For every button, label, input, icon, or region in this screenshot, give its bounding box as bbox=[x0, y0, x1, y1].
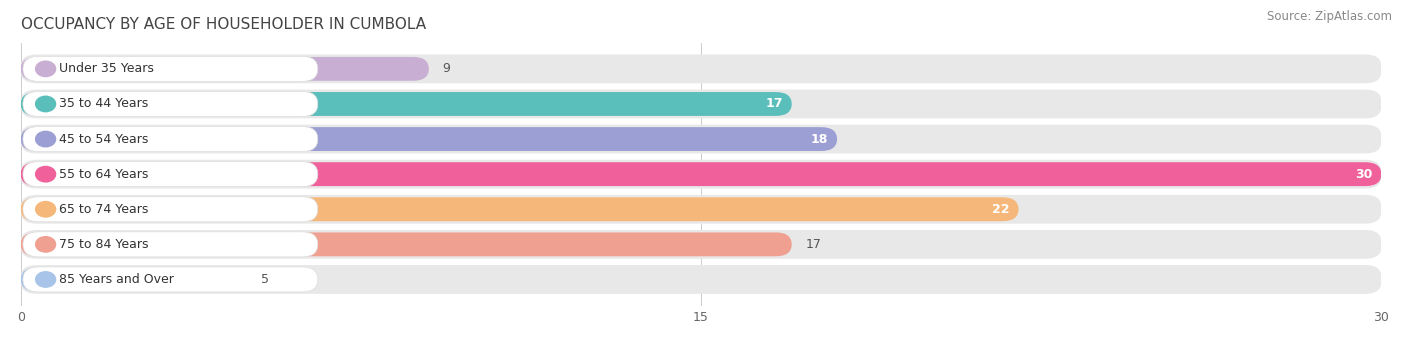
FancyBboxPatch shape bbox=[21, 90, 1382, 118]
Text: 9: 9 bbox=[443, 62, 450, 75]
FancyBboxPatch shape bbox=[21, 92, 792, 116]
Text: 5: 5 bbox=[262, 273, 269, 286]
Text: Source: ZipAtlas.com: Source: ZipAtlas.com bbox=[1267, 10, 1392, 23]
FancyBboxPatch shape bbox=[22, 91, 318, 117]
Circle shape bbox=[35, 61, 56, 77]
Text: 75 to 84 Years: 75 to 84 Years bbox=[59, 238, 149, 251]
Text: 55 to 64 Years: 55 to 64 Years bbox=[59, 168, 149, 181]
Text: 22: 22 bbox=[993, 203, 1010, 216]
Circle shape bbox=[35, 166, 56, 182]
Text: OCCUPANCY BY AGE OF HOUSEHOLDER IN CUMBOLA: OCCUPANCY BY AGE OF HOUSEHOLDER IN CUMBO… bbox=[21, 17, 426, 32]
FancyBboxPatch shape bbox=[22, 197, 318, 222]
Text: 65 to 74 Years: 65 to 74 Years bbox=[59, 203, 149, 216]
Text: 30: 30 bbox=[1355, 168, 1372, 181]
Text: Under 35 Years: Under 35 Years bbox=[59, 62, 155, 75]
FancyBboxPatch shape bbox=[21, 230, 1382, 259]
Circle shape bbox=[35, 237, 56, 252]
Circle shape bbox=[35, 202, 56, 217]
FancyBboxPatch shape bbox=[21, 160, 1382, 189]
FancyBboxPatch shape bbox=[21, 57, 429, 81]
FancyBboxPatch shape bbox=[22, 127, 318, 152]
Text: 18: 18 bbox=[811, 133, 828, 146]
FancyBboxPatch shape bbox=[21, 127, 837, 151]
Text: 45 to 54 Years: 45 to 54 Years bbox=[59, 133, 149, 146]
FancyBboxPatch shape bbox=[21, 265, 1382, 294]
Circle shape bbox=[35, 131, 56, 147]
Text: 35 to 44 Years: 35 to 44 Years bbox=[59, 98, 149, 110]
FancyBboxPatch shape bbox=[21, 55, 1382, 83]
FancyBboxPatch shape bbox=[21, 197, 1018, 221]
FancyBboxPatch shape bbox=[22, 56, 318, 81]
FancyBboxPatch shape bbox=[21, 268, 247, 292]
FancyBboxPatch shape bbox=[21, 233, 792, 256]
Text: 17: 17 bbox=[765, 98, 783, 110]
Text: 85 Years and Over: 85 Years and Over bbox=[59, 273, 174, 286]
FancyBboxPatch shape bbox=[21, 125, 1382, 153]
Circle shape bbox=[35, 272, 56, 287]
FancyBboxPatch shape bbox=[22, 162, 318, 187]
FancyBboxPatch shape bbox=[22, 267, 318, 292]
FancyBboxPatch shape bbox=[21, 162, 1382, 186]
FancyBboxPatch shape bbox=[22, 232, 318, 257]
FancyBboxPatch shape bbox=[21, 195, 1382, 224]
Circle shape bbox=[35, 96, 56, 112]
Text: 17: 17 bbox=[806, 238, 821, 251]
